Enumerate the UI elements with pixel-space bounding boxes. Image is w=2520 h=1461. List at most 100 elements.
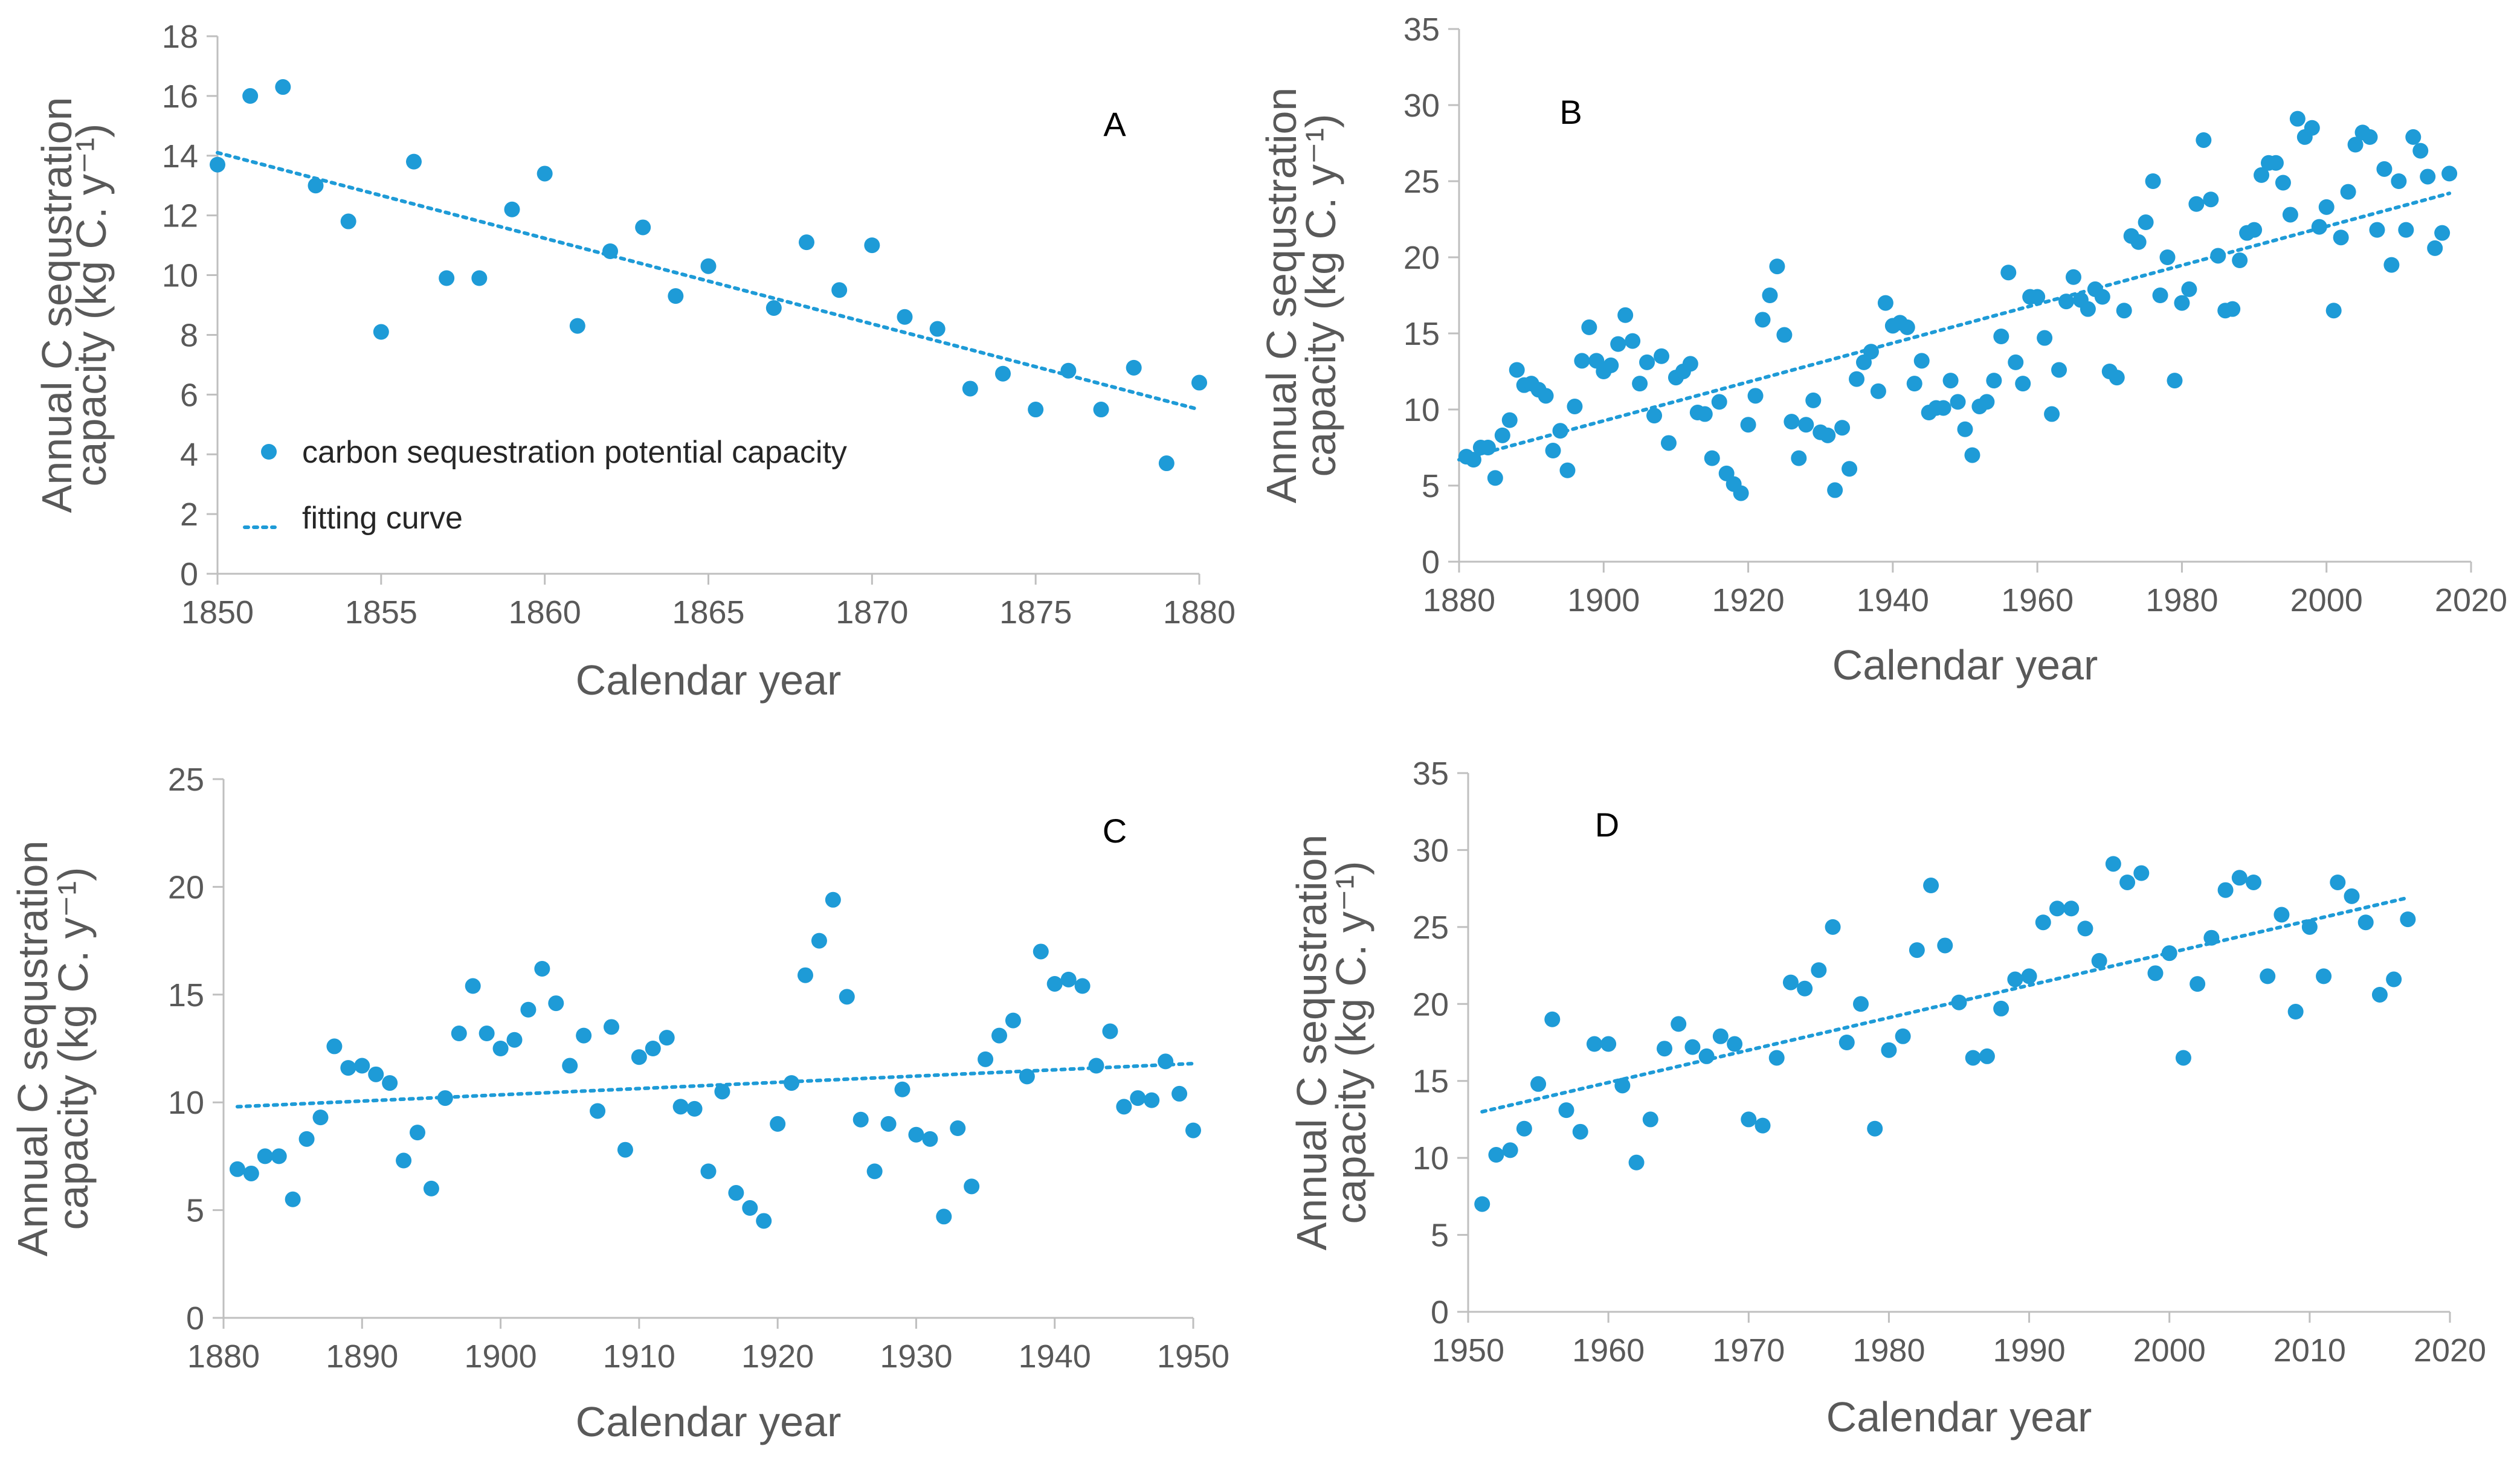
data-point — [2282, 207, 2298, 223]
data-point — [602, 243, 618, 259]
data-point — [504, 201, 520, 217]
data-point — [1923, 878, 1939, 894]
data-point — [2203, 930, 2220, 946]
x-tick-label: 1950 — [1157, 1338, 1229, 1375]
data-point — [1530, 1076, 1547, 1092]
data-point — [1965, 1050, 1981, 1066]
trend-line — [216, 150, 1201, 412]
x-tick-label: 2020 — [2414, 1332, 2486, 1369]
data-point — [2063, 901, 2080, 917]
data-point — [2037, 330, 2053, 346]
data-point — [2109, 370, 2125, 386]
data-point — [1126, 359, 1142, 376]
data-point — [635, 219, 651, 236]
data-point — [308, 178, 324, 194]
data-point — [340, 1060, 356, 1076]
data-point — [1697, 406, 1713, 422]
data-point — [2289, 111, 2306, 127]
x-tick-label: 2010 — [2273, 1332, 2346, 1369]
data-point — [2371, 986, 2388, 1003]
data-point — [2210, 248, 2226, 264]
data-point — [1572, 1123, 1588, 1140]
data-point — [243, 1165, 259, 1181]
x-tick-label: 1855 — [345, 594, 417, 631]
y-tick-label: 20 — [168, 869, 204, 905]
data-point — [2357, 914, 2374, 931]
y-tick-label: 25 — [1403, 164, 1440, 200]
y-tick-label: 15 — [168, 977, 204, 1013]
data-point — [1951, 994, 1967, 1010]
data-point — [2383, 257, 2400, 273]
data-point — [1849, 371, 1865, 387]
data-point — [1755, 1117, 1771, 1134]
data-point — [1906, 376, 1922, 392]
data-point — [1782, 974, 1799, 991]
data-point — [2434, 225, 2451, 241]
data-point — [1581, 319, 1597, 335]
data-point — [631, 1049, 647, 1065]
data-point — [548, 995, 564, 1012]
y-tick-label: 18 — [162, 19, 198, 55]
data-point — [2316, 968, 2332, 984]
data-point — [1682, 356, 1698, 372]
data-point — [1617, 307, 1634, 323]
data-point — [950, 1120, 966, 1137]
data-point — [1913, 353, 1930, 369]
data-point — [756, 1213, 772, 1229]
data-point — [991, 1027, 1007, 1044]
data-point — [1755, 312, 1771, 328]
data-point — [1950, 394, 1966, 410]
data-point — [2091, 952, 2107, 969]
data-point — [1660, 435, 1677, 451]
data-point — [576, 1027, 592, 1044]
trend-line — [235, 1061, 1195, 1109]
data-point — [995, 365, 1011, 382]
y-tick-label: 15 — [1413, 1064, 1449, 1100]
data-point — [700, 1163, 717, 1180]
data-point — [1762, 287, 1778, 303]
data-point — [1060, 362, 1077, 379]
data-point — [1784, 414, 1800, 430]
data-point — [406, 153, 422, 170]
x-tick-label: 1980 — [2145, 582, 2218, 618]
data-point — [728, 1185, 744, 1201]
data-point — [2267, 155, 2284, 171]
y-axis-title-line2: capacity (kg C. y⁻¹) — [50, 867, 97, 1230]
data-point — [964, 1178, 980, 1195]
data-point — [382, 1075, 398, 1091]
x-tick-label: 1920 — [1712, 582, 1785, 618]
data-point — [962, 381, 978, 397]
x-tick-label: 1910 — [603, 1338, 675, 1375]
data-point — [1942, 373, 1959, 389]
y-axis-title-line1: Annual C sequstration — [1258, 88, 1305, 504]
x-tick-label: 2020 — [2435, 582, 2507, 618]
y-tick-label: 10 — [162, 258, 198, 294]
data-point — [2362, 129, 2378, 145]
data-point — [686, 1100, 703, 1117]
data-point — [798, 967, 813, 983]
data-point — [2147, 965, 2164, 981]
data-point — [1797, 980, 1813, 997]
y-tick-label: 35 — [1413, 756, 1449, 792]
data-point — [1870, 383, 1886, 399]
data-point — [2167, 373, 2183, 389]
x-tick-label: 1870 — [836, 594, 908, 631]
data-point — [590, 1103, 606, 1119]
data-point — [1711, 394, 1727, 410]
data-point — [2246, 222, 2263, 238]
data-point — [784, 1075, 800, 1091]
x-tick-label: 1890 — [326, 1338, 398, 1375]
x-tick-label: 1900 — [465, 1338, 537, 1375]
data-point — [1191, 374, 1207, 391]
data-point — [2044, 406, 2060, 422]
panel-letter: B — [1559, 93, 1582, 131]
data-point — [1033, 943, 1049, 960]
data-point — [492, 1041, 509, 1056]
data-point — [2190, 976, 2206, 992]
x-tick-label: 1940 — [1019, 1338, 1091, 1375]
data-point — [1642, 1111, 1658, 1128]
data-point — [1158, 1053, 1174, 1070]
y-tick-label: 15 — [1403, 316, 1440, 352]
data-point — [1559, 462, 1576, 478]
data-point — [368, 1066, 384, 1082]
